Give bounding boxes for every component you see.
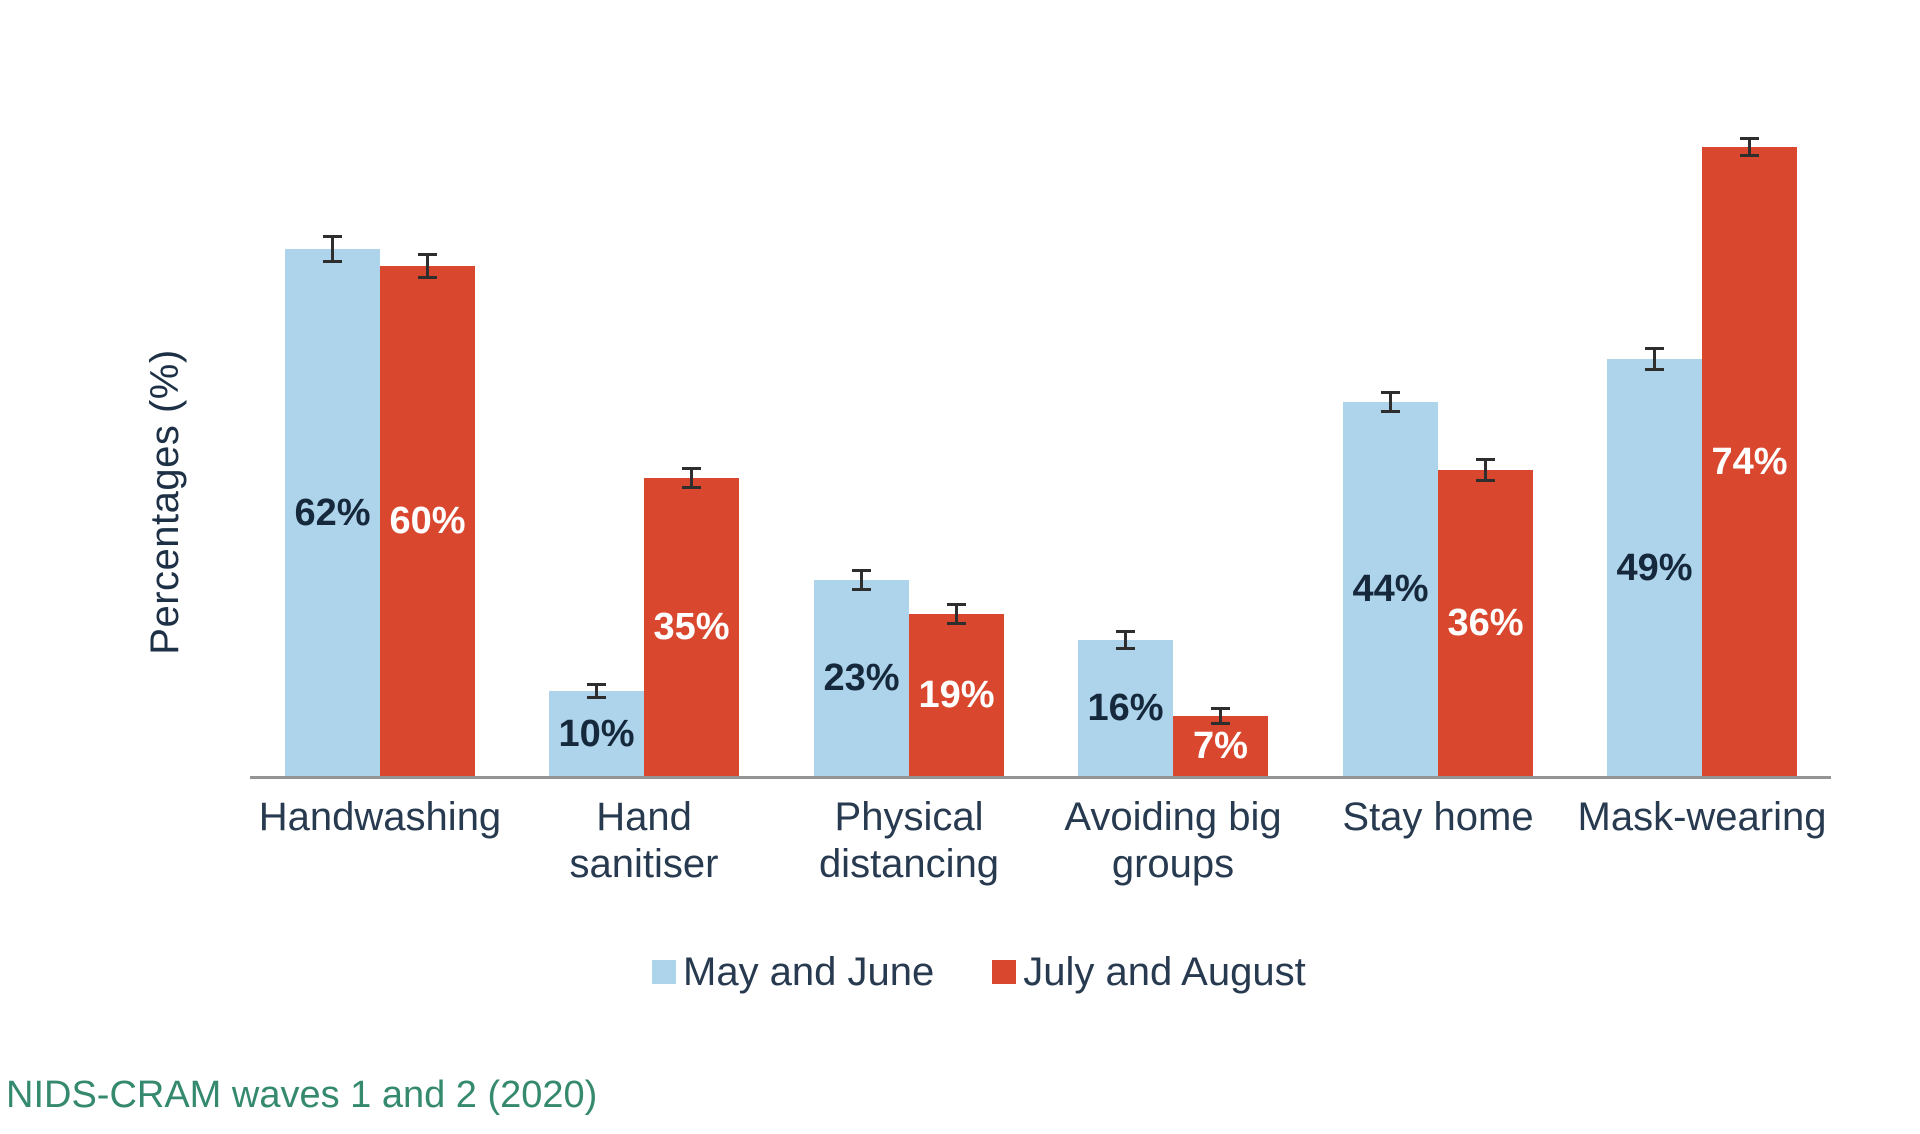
error-bar-may-june-1 bbox=[595, 684, 598, 698]
error-bar-cap-top bbox=[682, 467, 701, 470]
error-bar-cap-bottom bbox=[1476, 479, 1495, 482]
x-axis-label-3: Avoiding big groups bbox=[1064, 795, 1282, 886]
error-bar-may-june-2 bbox=[860, 570, 863, 590]
error-bar-cap-top bbox=[1645, 347, 1664, 350]
error-bar-cap-top bbox=[1476, 458, 1495, 461]
value-label-may-june-0: 62% bbox=[294, 492, 371, 534]
value-label-may-june-3: 16% bbox=[1087, 687, 1164, 729]
error-bar-cap-bottom bbox=[852, 588, 871, 591]
error-bar-cap-bottom bbox=[1645, 368, 1664, 371]
error-bar-cap-top bbox=[947, 603, 966, 606]
error-bar-july-august-2 bbox=[955, 604, 958, 624]
error-bar-cap-top bbox=[1381, 391, 1400, 394]
bar-july-august-3 bbox=[1173, 716, 1268, 776]
x-axis-label-2: Physical distancing bbox=[818, 795, 1000, 886]
error-bar-cap-bottom bbox=[947, 622, 966, 625]
error-bar-cap-top bbox=[323, 235, 342, 238]
error-bar-may-june-4 bbox=[1389, 392, 1392, 412]
bar-july-august-4 bbox=[1438, 470, 1533, 776]
error-bar-may-june-3 bbox=[1124, 631, 1127, 649]
legend-item-may-june: May and June bbox=[652, 948, 934, 996]
legend-label-may-june: May and June bbox=[683, 950, 935, 994]
error-bar-cap-top bbox=[852, 569, 871, 572]
error-bar-cap-bottom bbox=[587, 696, 606, 699]
x-axis-label-4: Stay home bbox=[1342, 795, 1534, 839]
bar-july-august-2 bbox=[909, 614, 1004, 776]
value-label-july-august-4: 36% bbox=[1447, 602, 1524, 644]
bar-may-june-1 bbox=[549, 691, 644, 776]
error-bar-july-august-3 bbox=[1219, 708, 1222, 724]
bar-may-june-0 bbox=[285, 249, 380, 776]
error-bar-may-june-5 bbox=[1653, 348, 1656, 370]
bar-july-august-1 bbox=[644, 478, 739, 776]
error-bar-july-august-0 bbox=[426, 254, 429, 278]
value-label-may-june-1: 10% bbox=[558, 713, 635, 755]
legend: May and June July and August bbox=[652, 948, 1306, 996]
bar-july-august-0 bbox=[380, 266, 475, 776]
value-label-july-august-0: 60% bbox=[389, 500, 466, 542]
bar-may-june-5 bbox=[1607, 359, 1702, 776]
error-bar-cap-bottom bbox=[682, 486, 701, 489]
error-bar-july-august-4 bbox=[1484, 459, 1487, 481]
x-axis-label-1: Hand sanitiser bbox=[569, 795, 719, 886]
value-label-july-august-2: 19% bbox=[918, 674, 995, 716]
value-label-july-august-1: 35% bbox=[653, 606, 730, 648]
x-axis-label-5: Mask-wearing bbox=[1577, 795, 1827, 839]
value-label-may-june-2: 23% bbox=[823, 657, 900, 699]
error-bar-cap-bottom bbox=[1116, 647, 1135, 650]
error-bar-cap-bottom bbox=[323, 260, 342, 263]
error-bar-cap-bottom bbox=[418, 276, 437, 279]
x-axis-line bbox=[250, 776, 1831, 779]
error-bar-may-june-0 bbox=[331, 236, 334, 262]
error-bar-july-august-1 bbox=[690, 468, 693, 488]
legend-swatch-july-august bbox=[992, 960, 1017, 984]
y-axis-title: Percentages (%) bbox=[143, 349, 187, 655]
error-bar-july-august-5 bbox=[1748, 138, 1751, 156]
error-bar-cap-top bbox=[1116, 630, 1135, 633]
legend-item-july-august: July and August bbox=[992, 948, 1306, 996]
bar-may-june-3 bbox=[1078, 640, 1173, 776]
legend-label-july-august: July and August bbox=[1023, 950, 1306, 994]
value-label-may-june-5: 49% bbox=[1616, 547, 1693, 589]
source-note: NIDS-CRAM waves 1 and 2 (2020) bbox=[6, 1074, 598, 1116]
error-bar-cap-bottom bbox=[1740, 154, 1759, 157]
error-bar-cap-top bbox=[587, 683, 606, 686]
error-bar-cap-bottom bbox=[1381, 410, 1400, 413]
value-label-may-june-4: 44% bbox=[1352, 568, 1429, 610]
value-label-july-august-3: 7% bbox=[1193, 725, 1248, 767]
error-bar-cap-bottom bbox=[1211, 722, 1230, 725]
x-axis-label-0: Handwashing bbox=[258, 795, 502, 839]
error-bar-cap-top bbox=[418, 253, 437, 256]
legend-swatch-may-june bbox=[652, 960, 676, 984]
error-bar-cap-top bbox=[1211, 707, 1230, 710]
error-bar-cap-top bbox=[1740, 137, 1759, 140]
bar-july-august-5 bbox=[1702, 147, 1797, 776]
bar-may-june-2 bbox=[814, 580, 909, 776]
bar-may-june-4 bbox=[1343, 402, 1438, 776]
value-label-july-august-5: 74% bbox=[1711, 441, 1788, 483]
